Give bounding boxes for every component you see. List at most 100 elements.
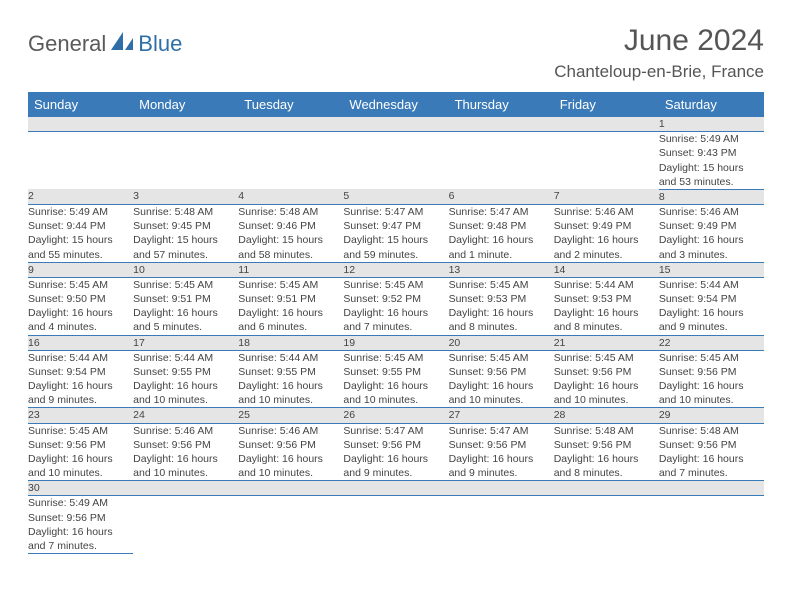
logo-sail-icon (109, 30, 135, 57)
day-number-cell (238, 117, 343, 132)
day-data-cell: Sunrise: 5:47 AMSunset: 9:48 PMDaylight:… (449, 205, 554, 263)
day-number-cell: 24 (133, 408, 238, 423)
sunset-text: Sunset: 9:46 PM (238, 219, 343, 233)
daylight-text: and 57 minutes. (133, 248, 238, 262)
sunrise-text: Sunrise: 5:45 AM (554, 351, 659, 365)
sunrise-text: Sunrise: 5:48 AM (659, 424, 764, 438)
day-data-cell: Sunrise: 5:47 AMSunset: 9:47 PMDaylight:… (343, 205, 448, 263)
sunrise-text: Sunrise: 5:45 AM (28, 424, 133, 438)
sunset-text: Sunset: 9:43 PM (659, 146, 764, 160)
sunrise-text: Sunrise: 5:49 AM (659, 132, 764, 146)
daylight-text: Daylight: 16 hours (449, 379, 554, 393)
day-data-cell (554, 132, 659, 190)
sunset-text: Sunset: 9:56 PM (449, 365, 554, 379)
day-data-cell: Sunrise: 5:45 AMSunset: 9:56 PMDaylight:… (28, 423, 133, 481)
daylight-text: Daylight: 16 hours (343, 379, 448, 393)
day-data-cell (238, 132, 343, 190)
day-number-cell: 16 (28, 335, 133, 350)
daylight-text: Daylight: 16 hours (449, 233, 554, 247)
day-number-cell: 11 (238, 262, 343, 277)
sunrise-text: Sunrise: 5:45 AM (449, 278, 554, 292)
daylight-text: and 2 minutes. (554, 248, 659, 262)
daylight-text: and 55 minutes. (28, 248, 133, 262)
sunset-text: Sunset: 9:56 PM (238, 438, 343, 452)
day-data-row: Sunrise: 5:49 AMSunset: 9:44 PMDaylight:… (28, 205, 764, 263)
day-data-cell: Sunrise: 5:45 AMSunset: 9:55 PMDaylight:… (343, 350, 448, 408)
day-data-cell: Sunrise: 5:45 AMSunset: 9:51 PMDaylight:… (238, 277, 343, 335)
daylight-text: and 9 minutes. (659, 320, 764, 334)
day-number-row: 30 (28, 481, 764, 496)
daylight-text: Daylight: 16 hours (554, 452, 659, 466)
daylight-text: Daylight: 16 hours (659, 452, 764, 466)
day-number-cell: 26 (343, 408, 448, 423)
sunrise-text: Sunrise: 5:47 AM (343, 205, 448, 219)
day-number-cell: 2 (28, 189, 133, 204)
day-data-cell: Sunrise: 5:49 AMSunset: 9:44 PMDaylight:… (28, 205, 133, 263)
day-data-cell (343, 132, 448, 190)
sunset-text: Sunset: 9:53 PM (449, 292, 554, 306)
day-data-cell (133, 496, 238, 554)
daylight-text: and 6 minutes. (238, 320, 343, 334)
day-number-cell: 21 (554, 335, 659, 350)
daylight-text: and 10 minutes. (238, 393, 343, 407)
sunrise-text: Sunrise: 5:46 AM (238, 424, 343, 438)
daylight-text: Daylight: 16 hours (28, 379, 133, 393)
sunrise-text: Sunrise: 5:45 AM (28, 278, 133, 292)
sunset-text: Sunset: 9:56 PM (554, 438, 659, 452)
day-data-cell: Sunrise: 5:45 AMSunset: 9:53 PMDaylight:… (449, 277, 554, 335)
day-data-cell (238, 496, 343, 554)
daylight-text: and 10 minutes. (28, 466, 133, 480)
sunrise-text: Sunrise: 5:48 AM (554, 424, 659, 438)
sunset-text: Sunset: 9:45 PM (133, 219, 238, 233)
sunrise-text: Sunrise: 5:47 AM (449, 424, 554, 438)
daylight-text: and 10 minutes. (133, 466, 238, 480)
sunrise-text: Sunrise: 5:45 AM (343, 278, 448, 292)
day-data-cell: Sunrise: 5:44 AMSunset: 9:54 PMDaylight:… (659, 277, 764, 335)
daylight-text: and 1 minute. (449, 248, 554, 262)
day-data-row: Sunrise: 5:49 AMSunset: 9:43 PMDaylight:… (28, 132, 764, 190)
sunset-text: Sunset: 9:56 PM (133, 438, 238, 452)
daylight-text: Daylight: 16 hours (28, 452, 133, 466)
day-number-cell: 18 (238, 335, 343, 350)
weekday-header: Sunday (28, 92, 133, 117)
sunrise-text: Sunrise: 5:45 AM (449, 351, 554, 365)
daylight-text: Daylight: 15 hours (238, 233, 343, 247)
sunrise-text: Sunrise: 5:46 AM (554, 205, 659, 219)
sunset-text: Sunset: 9:55 PM (238, 365, 343, 379)
day-number-cell (449, 481, 554, 496)
day-data-cell (133, 132, 238, 190)
daylight-text: and 58 minutes. (238, 248, 343, 262)
sunrise-text: Sunrise: 5:44 AM (28, 351, 133, 365)
daylight-text: and 9 minutes. (449, 466, 554, 480)
daylight-text: and 3 minutes. (659, 248, 764, 262)
sunset-text: Sunset: 9:56 PM (343, 438, 448, 452)
sunset-text: Sunset: 9:51 PM (133, 292, 238, 306)
sunset-text: Sunset: 9:48 PM (449, 219, 554, 233)
daylight-text: and 10 minutes. (343, 393, 448, 407)
day-data-row: Sunrise: 5:45 AMSunset: 9:50 PMDaylight:… (28, 277, 764, 335)
weekday-header: Wednesday (343, 92, 448, 117)
daylight-text: Daylight: 16 hours (238, 379, 343, 393)
weekday-header: Friday (554, 92, 659, 117)
day-number-cell: 7 (554, 189, 659, 204)
daylight-text: Daylight: 16 hours (28, 306, 133, 320)
daylight-text: Daylight: 16 hours (133, 306, 238, 320)
sunset-text: Sunset: 9:52 PM (343, 292, 448, 306)
daylight-text: Daylight: 16 hours (554, 306, 659, 320)
daylight-text: Daylight: 16 hours (449, 306, 554, 320)
daylight-text: Daylight: 15 hours (133, 233, 238, 247)
day-number-row: 23242526272829 (28, 408, 764, 423)
day-data-cell: Sunrise: 5:45 AMSunset: 9:56 PMDaylight:… (659, 350, 764, 408)
sunrise-text: Sunrise: 5:46 AM (659, 205, 764, 219)
sunset-text: Sunset: 9:49 PM (659, 219, 764, 233)
location: Chanteloup-en-Brie, France (554, 62, 764, 82)
weekday-header: Tuesday (238, 92, 343, 117)
day-number-cell (449, 117, 554, 132)
sunrise-text: Sunrise: 5:45 AM (659, 351, 764, 365)
day-data-cell: Sunrise: 5:46 AMSunset: 9:56 PMDaylight:… (133, 423, 238, 481)
daylight-text: and 10 minutes. (554, 393, 659, 407)
weekday-header: Saturday (659, 92, 764, 117)
day-number-cell: 19 (343, 335, 448, 350)
day-data-cell (659, 496, 764, 554)
day-number-cell: 23 (28, 408, 133, 423)
